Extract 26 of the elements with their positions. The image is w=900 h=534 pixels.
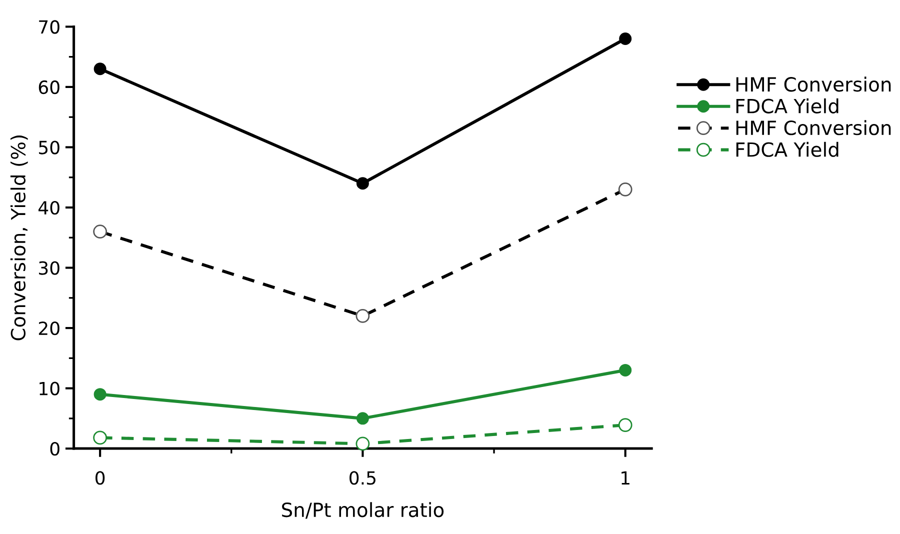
y-tick-label: 10 [40,382,60,396]
y-tick-label: 70 [39,20,60,34]
y-tick-label: 0 [50,442,60,456]
point [619,364,632,376]
y-tick-label: 60 [38,80,60,94]
y-tick-label: 20 [38,321,60,336]
point [356,412,369,425]
point [618,418,632,432]
point [356,436,370,451]
y-tick-label: 40 [38,200,60,215]
y-tick-label: 50 [39,140,60,154]
x-tick-label: 1 [622,471,630,484]
point [94,388,106,401]
y-tick-label: 30 [39,261,60,275]
legend-label: FDCA Yield [736,142,838,157]
x-axis-title: Sn/Pt molar ratio [282,502,444,519]
legend-label: HMF Conversion [736,76,891,92]
legend-label: HMF Conversion [736,120,891,136]
point [356,177,369,190]
x-tick-label: 0.5 [350,471,376,485]
point [93,430,108,445]
x-tick-label: 0 [96,471,105,485]
y-axis-title: Conversion, Yield (%) [10,136,28,340]
legend-label: FDCA Yield [736,98,838,114]
point [94,62,106,76]
point [619,32,632,46]
